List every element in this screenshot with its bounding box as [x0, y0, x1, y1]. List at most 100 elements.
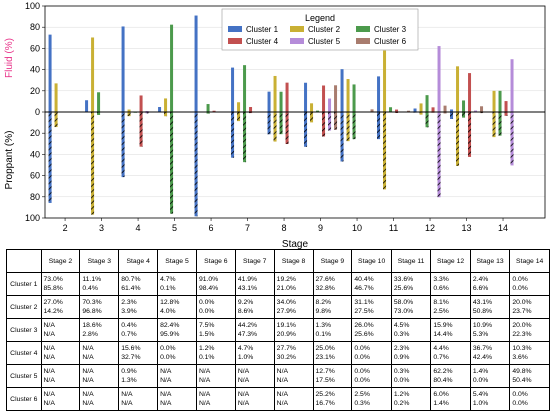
- table-row: Cluster 6 N/A N/A N/A N/A N/A N/A N/A N/A N/A N/A N…: [6, 387, 550, 411]
- table-cell: 0.0% 0.0%: [351, 341, 392, 365]
- fluid-value: N/A: [43, 322, 55, 329]
- fluid-bar: [127, 109, 131, 112]
- table-row: Cluster 1 73.0% 85.8% 11.1% 0.4% 80.7% 61.4% 4.…: [6, 272, 550, 296]
- proppant-value: 0.0%: [198, 308, 215, 315]
- x-tick-label: 12: [425, 223, 435, 233]
- fluid-value: 91.0%: [198, 276, 219, 283]
- y-tick-label: 40: [30, 149, 40, 159]
- fluid-value: 4.4%: [433, 345, 449, 352]
- table-row-label: Cluster 3: [6, 318, 42, 342]
- proppant-bar-hatch: [322, 112, 326, 137]
- proppant-value: 27.9%: [276, 308, 296, 315]
- legend-swatch: [290, 26, 304, 32]
- fluid-value: 18.6%: [82, 322, 102, 329]
- proppant-value: 32.8%: [315, 285, 335, 292]
- table-row-label: Cluster 5: [6, 364, 42, 388]
- fluid-bar: [194, 15, 198, 112]
- fluid-value: 11.1%: [82, 276, 102, 283]
- fluid-value: 19.2%: [276, 276, 296, 283]
- proppant-value: 1.4%: [433, 400, 449, 407]
- proppant-bar-hatch: [456, 112, 460, 166]
- proppant-value: 23.7%: [512, 308, 532, 315]
- fluid-value: N/A: [237, 391, 250, 398]
- table-cell: 34.0% 27.9%: [273, 295, 314, 319]
- proppant-value: N/A: [82, 400, 94, 407]
- fluid-value: 6.0%: [433, 391, 449, 398]
- y-tick-label: 20: [30, 86, 40, 96]
- fluid-value: N/A: [43, 345, 55, 352]
- table-cell: 2.3% 0.9%: [390, 341, 432, 365]
- proppant-value: 85.8%: [43, 285, 63, 292]
- table-cell: 11.1% 0.4%: [79, 272, 120, 296]
- table-cell: 1.2% 0.1%: [195, 341, 236, 365]
- table-cell: 73.0% 85.8%: [40, 272, 81, 296]
- proppant-bar-hatch: [194, 112, 198, 217]
- fluid-value: N/A: [198, 368, 211, 375]
- proppant-bar-hatch: [450, 112, 454, 119]
- table-cell: 1.2% 0.2%: [390, 387, 432, 411]
- table-cell: N/A N/A: [40, 341, 81, 365]
- fluid-value: N/A: [82, 368, 94, 375]
- table-cell: N/A N/A: [195, 364, 236, 388]
- fluid-value: 2.5%: [354, 391, 370, 398]
- proppant-value: N/A: [43, 377, 55, 384]
- fluid-bar: [206, 104, 210, 112]
- table-cell: 4.4% 0.7%: [430, 341, 471, 365]
- y-tick-label: 20: [30, 128, 40, 138]
- proppant-bar-hatch: [480, 112, 484, 114]
- fluid-bar: [164, 98, 168, 112]
- proppant-value: N/A: [121, 400, 133, 407]
- proppant-value: N/A: [43, 354, 55, 361]
- table-header-cell: Stage 3: [79, 249, 120, 273]
- table-cell: 0.0% 0.0%: [157, 341, 197, 365]
- proppant-value: 30.2%: [276, 354, 296, 361]
- table-cell: N/A N/A: [79, 341, 120, 365]
- proppant-value: 4.0%: [160, 308, 176, 315]
- table-cell: 27.6% 32.8%: [312, 272, 353, 296]
- fluid-bar: [237, 102, 241, 112]
- table-cell: N/A N/A: [118, 387, 159, 411]
- legend-label: Cluster 6: [374, 37, 407, 46]
- x-tick-label: 3: [99, 223, 104, 233]
- proppant-bar-hatch: [334, 112, 338, 130]
- proppant-value: 1.5%: [198, 331, 215, 338]
- proppant-bar-hatch: [492, 112, 496, 138]
- fluid-value: 0.0%: [512, 391, 528, 398]
- fluid-bar: [395, 109, 399, 112]
- table-cell: 27.0% 14.2%: [40, 295, 81, 319]
- fluid-value: 12.8%: [160, 299, 180, 306]
- proppant-value: 0.0%: [393, 377, 410, 384]
- table-cell: 0.3% 0.0%: [390, 364, 432, 388]
- fluid-value: 25.0%: [315, 345, 335, 352]
- fluid-value: 3.3%: [433, 276, 449, 283]
- proppant-bar-hatch: [425, 112, 429, 128]
- proppant-value: N/A: [160, 377, 172, 384]
- fluid-value: N/A: [43, 391, 55, 398]
- fluid-value: N/A: [160, 391, 172, 398]
- fluid-value: 8.1%: [433, 299, 449, 306]
- proppant-value: 0.3%: [354, 400, 370, 407]
- table-header-cell: Stage 7: [234, 249, 275, 273]
- proppant-bar-hatch: [121, 112, 125, 178]
- proppant-value: 0.2%: [393, 400, 410, 407]
- proppant-value: 0.0%: [354, 354, 370, 361]
- proppant-bar-hatch: [352, 112, 356, 140]
- fluid-value: 12.7%: [315, 368, 335, 375]
- table-cell: 0.0% 0.0%: [195, 295, 236, 319]
- fluid-value: 82.4%: [160, 322, 180, 329]
- fluid-bar: [243, 65, 247, 112]
- y-tick-label: 80: [30, 192, 40, 202]
- table-cell: 43.1% 50.8%: [469, 295, 511, 319]
- x-tick-label: 7: [245, 223, 250, 233]
- proppant-value: N/A: [82, 377, 94, 384]
- legend-swatch: [228, 38, 242, 44]
- proppant-value: 1.3%: [121, 377, 137, 384]
- proppant-bar-hatch: [139, 112, 143, 147]
- fluid-value: 26.0%: [354, 322, 374, 329]
- y-axis-label-fluid: Fluid (%): [4, 38, 15, 78]
- fluid-bar: [328, 98, 332, 112]
- fluid-value: 34.0%: [276, 299, 296, 306]
- table-cell: 0.0% 0.0%: [509, 387, 550, 411]
- proppant-bar-hatch: [267, 112, 271, 135]
- proppant-value: 43.1%: [237, 285, 258, 292]
